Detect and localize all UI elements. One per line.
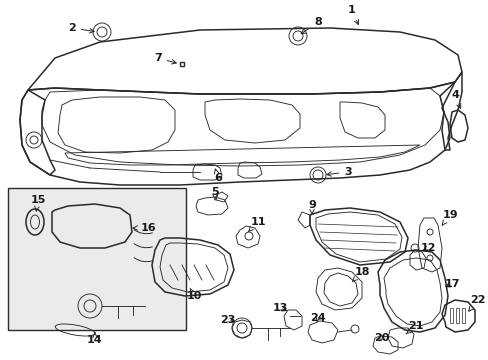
Text: 18: 18 (351, 267, 369, 282)
Text: 9: 9 (307, 200, 315, 214)
Text: 15: 15 (30, 195, 45, 211)
Text: 1: 1 (347, 5, 358, 24)
Text: 8: 8 (301, 17, 321, 34)
Text: 19: 19 (441, 210, 457, 225)
Text: 2: 2 (68, 23, 94, 33)
Text: 16: 16 (133, 223, 156, 233)
Text: 4: 4 (450, 90, 460, 108)
Text: 14: 14 (87, 332, 102, 345)
Text: 5: 5 (211, 187, 218, 200)
FancyBboxPatch shape (8, 188, 185, 330)
Text: 22: 22 (468, 295, 485, 311)
Text: 6: 6 (214, 169, 222, 183)
Text: 20: 20 (373, 333, 389, 343)
Text: 23: 23 (220, 315, 235, 325)
Text: 7: 7 (154, 53, 176, 64)
Text: 24: 24 (309, 313, 325, 323)
Text: 11: 11 (248, 217, 265, 232)
Text: 13: 13 (272, 303, 287, 313)
Text: 10: 10 (186, 288, 201, 301)
Text: 12: 12 (419, 243, 435, 253)
Text: 3: 3 (326, 167, 351, 177)
Text: 21: 21 (406, 321, 423, 334)
Text: 17: 17 (443, 279, 459, 289)
